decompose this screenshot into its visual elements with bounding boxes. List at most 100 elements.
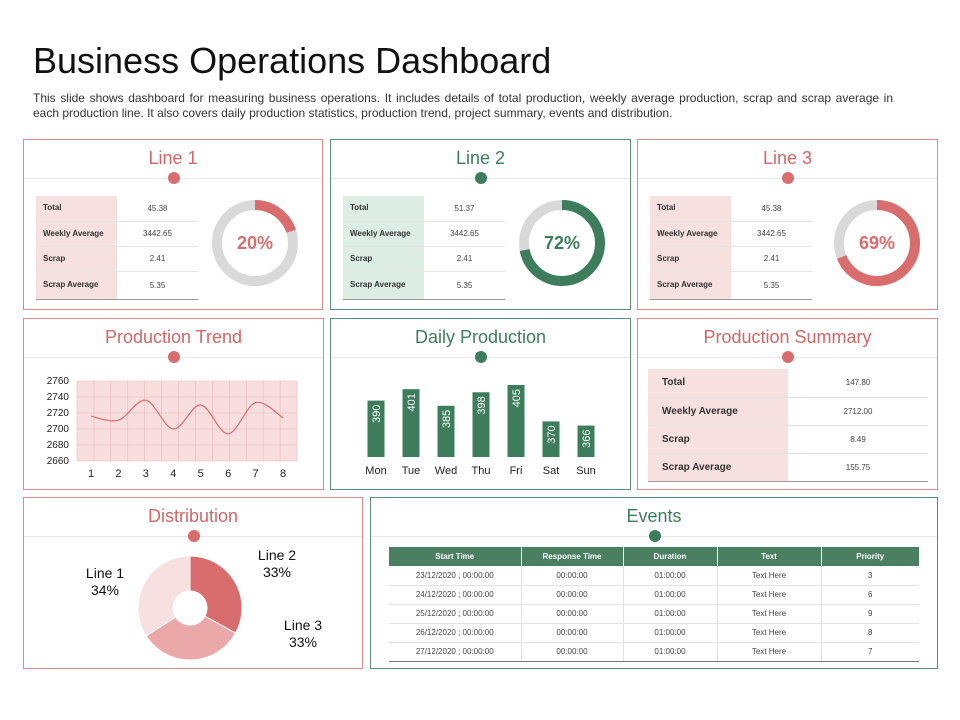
panel-title: Events [626,506,682,526]
table-cell: Text Here [717,623,822,643]
table-row: Weekly Average 2712.00 [648,397,928,426]
row-label: Weekly Average [650,221,731,247]
bar [437,405,455,457]
x-tick-label: Sun [576,465,596,477]
panel-dot-icon [782,351,794,363]
slice-name-label: Line 1 [86,565,124,581]
row-value: 3442.65 [731,221,812,247]
table-cell: 9 [821,604,919,624]
page-subtitle: This slide shows dashboard for measuring… [33,91,893,120]
x-tick-label: Fri [510,465,523,477]
pie-slice [137,555,191,637]
row-value: 5.35 [731,271,812,300]
table-cell: Text Here [717,642,822,662]
table-row: Scrap 2.41 [36,246,198,272]
table-cell: 01:00:00 [623,642,718,662]
bar-value-label: 401 [406,393,418,411]
distribution-chart: Line 134%Line 233%Line 333% [86,547,322,661]
row-label: Weekly Average [36,221,117,247]
panel-title: Line 3 [762,148,813,168]
line-3-panel: Line 3 Total 45.38 Weekly Average 3442.65 … [637,139,938,310]
table-row: Total 51.37 [343,196,505,222]
x-tick-label: 3 [143,468,149,480]
daily-production-panel: Daily Production 390 Mon 401 Tue 385 Wed 398 Th… [330,318,631,490]
line-2-donut-chart [519,200,605,286]
panel-dot-icon [168,172,180,184]
row-value: 3442.65 [424,221,505,247]
trend-line [90,399,284,435]
x-tick-label: Sat [543,465,560,477]
bar [577,425,595,457]
slice-value-label: 33% [263,564,291,580]
row-value: 3442.65 [117,221,198,247]
row-value: 45.38 [117,196,198,222]
bar [367,400,385,457]
table-cell: 00:00:00 [521,604,624,624]
bar [507,385,525,457]
bar [472,392,490,457]
row-value: 5.35 [424,271,505,300]
row-value: 2.41 [117,246,198,272]
line-3-donut-chart [834,200,920,286]
line-2-percent-label: 72% [543,233,581,253]
slice-value-label: 34% [91,582,119,598]
table-cell: 00:00:00 [521,642,624,662]
panel-title: Daily Production [414,327,547,347]
bar-value-label: 366 [581,430,593,448]
column-header: Priority [821,547,919,566]
panel-dot-icon [649,530,661,542]
line-3-percent-label: 69% [858,233,896,253]
row-label: Scrap Average [648,453,788,482]
table-cell: 27/12/2020 ; 00:00:00 [389,642,522,662]
bar-value-label: 390 [371,405,383,423]
row-value: 8.49 [788,425,928,454]
row-label: Scrap [36,246,117,272]
row-label: Scrap [343,246,424,272]
donut-value-arc [254,200,296,234]
table-row: Scrap 8.49 [648,425,928,454]
pie-slice [189,555,243,634]
row-label: Scrap Average [343,271,424,300]
column-header: Start Time [389,547,522,566]
table-cell: Text Here [717,604,822,624]
panel-title: Production Summary [703,327,872,347]
page-title: Business Operations Dashboard [33,40,552,81]
table-cell: 25/12/2020 ; 00:00:00 [389,604,522,624]
panel-title: Line 2 [455,148,506,168]
bar-value-label: 370 [546,425,558,443]
table-cell: 00:00:00 [521,566,624,586]
table-row: 23/12/2020 ; 00:00:00 00:00:00 01:00:00 Tex… [389,566,919,586]
distribution-panel: Distribution Line 1 34% Line 2 33% Line 3 33% [23,497,363,669]
row-label: Scrap [650,246,731,272]
table-cell: Text Here [717,585,822,605]
table-row: 25/12/2020 ; 00:00:00 00:00:00 01:00:00 Tex… [389,604,919,624]
line-1-stats-table: Total 45.38 Weekly Average 3442.65 Scrap 2.… [36,196,198,300]
table-row: Scrap 2.41 [343,246,505,272]
row-value: 2712.00 [788,397,928,426]
column-header: Duration [623,547,718,566]
y-tick-label: 2740 [47,392,70,403]
row-label: Scrap Average [36,271,117,300]
panel-dot-icon [782,172,794,184]
bar [402,389,420,457]
line-1-percent-label: 20% [236,233,274,253]
x-tick-label: Tue [402,465,421,477]
table-row: Weekly Average 3442.65 [343,221,505,247]
table-header-row: Start Time Response Time Duration Text P… [389,547,919,566]
table-cell: 26/12/2020 ; 00:00:00 [389,623,522,643]
row-value: 5.35 [117,271,198,300]
panel-title: Production Trend [104,327,243,347]
table-row: Scrap Average 5.35 [36,271,198,300]
x-tick-label: 4 [170,468,176,480]
x-tick-label: Thu [472,465,491,477]
table-cell: 01:00:00 [623,566,718,586]
x-tick-label: 6 [225,468,231,480]
table-row: Scrap Average 5.35 [650,271,812,300]
table-row: 24/12/2020 ; 00:00:00 00:00:00 01:00:00 Tex… [389,585,919,605]
table-row: Weekly Average 3442.65 [36,221,198,247]
line-3-stats-table: Total 45.38 Weekly Average 3442.65 Scrap 2.… [650,196,812,300]
table-cell: 00:00:00 [521,623,624,643]
x-tick-label: 8 [280,468,286,480]
panel-dot-icon [188,530,200,542]
production-trend-chart: 2760 2740 2720 2700 2680 2660 1 2 3 4 5 6 7 8 [47,376,298,480]
